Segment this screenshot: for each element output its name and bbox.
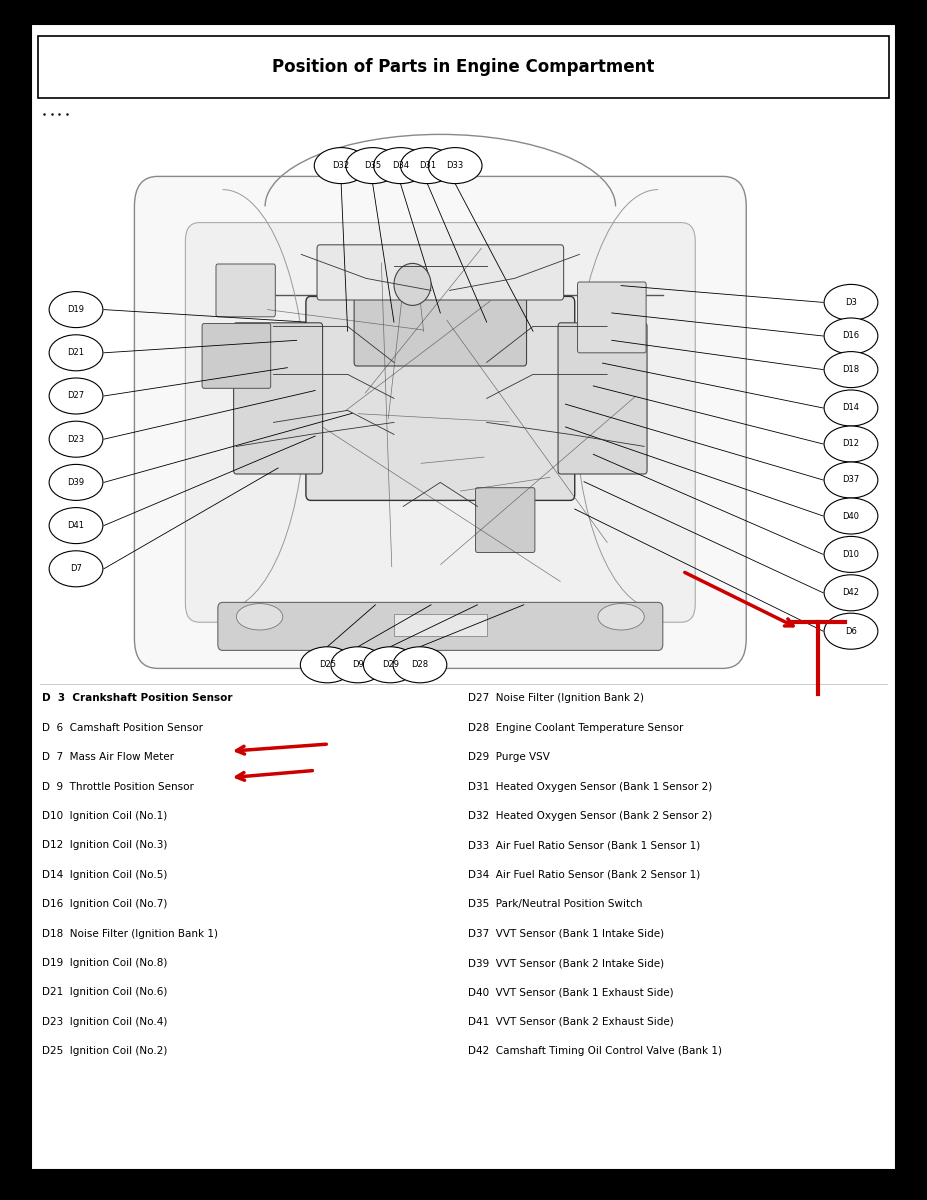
Text: D32: D32 <box>333 161 349 170</box>
Text: D  6  Camshaft Position Sensor: D 6 Camshaft Position Sensor <box>42 722 203 733</box>
FancyBboxPatch shape <box>218 602 663 650</box>
Text: D19: D19 <box>68 305 84 314</box>
Text: D3: D3 <box>845 298 857 307</box>
Text: D27  Noise Filter (Ignition Bank 2): D27 Noise Filter (Ignition Bank 2) <box>468 694 644 703</box>
Text: D33: D33 <box>447 161 464 170</box>
Text: D29  Purge VSV: D29 Purge VSV <box>468 752 550 762</box>
Text: D35: D35 <box>364 161 381 170</box>
Ellipse shape <box>824 462 878 498</box>
Text: D21  Ignition Coil (No.6): D21 Ignition Coil (No.6) <box>42 988 167 997</box>
Text: D16: D16 <box>843 331 859 341</box>
Text: D41  VVT Sensor (Bank 2 Exhaust Side): D41 VVT Sensor (Bank 2 Exhaust Side) <box>468 1016 674 1027</box>
Text: D39  VVT Sensor (Bank 2 Intake Side): D39 VVT Sensor (Bank 2 Intake Side) <box>468 958 665 968</box>
Ellipse shape <box>49 421 103 457</box>
FancyBboxPatch shape <box>476 487 535 552</box>
Text: D18  Noise Filter (Ignition Bank 1): D18 Noise Filter (Ignition Bank 1) <box>42 929 218 938</box>
Text: D29: D29 <box>382 660 399 670</box>
Text: D21: D21 <box>68 348 84 358</box>
Text: D35  Park/Neutral Position Switch: D35 Park/Neutral Position Switch <box>468 899 642 910</box>
Text: D  9  Throttle Position Sensor: D 9 Throttle Position Sensor <box>42 781 194 792</box>
FancyBboxPatch shape <box>578 282 646 353</box>
Text: D31: D31 <box>419 161 436 170</box>
Text: D23  Ignition Coil (No.4): D23 Ignition Coil (No.4) <box>42 1016 167 1027</box>
Ellipse shape <box>824 426 878 462</box>
FancyBboxPatch shape <box>317 245 564 300</box>
Text: D40  VVT Sensor (Bank 1 Exhaust Side): D40 VVT Sensor (Bank 1 Exhaust Side) <box>468 988 674 997</box>
Text: D12  Ignition Coil (No.3): D12 Ignition Coil (No.3) <box>42 840 167 851</box>
Ellipse shape <box>49 335 103 371</box>
Ellipse shape <box>49 508 103 544</box>
Text: D28  Engine Coolant Temperature Sensor: D28 Engine Coolant Temperature Sensor <box>468 722 683 733</box>
Text: D18: D18 <box>843 365 859 374</box>
FancyBboxPatch shape <box>185 223 695 622</box>
Text: D6: D6 <box>845 626 857 636</box>
Text: D25  Ignition Coil (No.2): D25 Ignition Coil (No.2) <box>42 1046 167 1056</box>
Text: D7: D7 <box>70 564 82 574</box>
Text: D32  Heated Oxygen Sensor (Bank 2 Sensor 2): D32 Heated Oxygen Sensor (Bank 2 Sensor … <box>468 811 712 821</box>
Text: D16  Ignition Coil (No.7): D16 Ignition Coil (No.7) <box>42 899 167 910</box>
Ellipse shape <box>400 148 454 184</box>
FancyBboxPatch shape <box>306 296 575 500</box>
Ellipse shape <box>49 551 103 587</box>
Ellipse shape <box>824 613 878 649</box>
Text: D  7  Mass Air Flow Meter: D 7 Mass Air Flow Meter <box>42 752 173 762</box>
Ellipse shape <box>393 647 447 683</box>
FancyBboxPatch shape <box>234 323 323 474</box>
Text: D34  Air Fuel Ratio Sensor (Bank 2 Sensor 1): D34 Air Fuel Ratio Sensor (Bank 2 Sensor… <box>468 870 701 880</box>
FancyBboxPatch shape <box>216 264 275 317</box>
Text: D39: D39 <box>68 478 84 487</box>
Text: D23: D23 <box>68 434 84 444</box>
Text: D42: D42 <box>843 588 859 598</box>
Text: D14  Ignition Coil (No.5): D14 Ignition Coil (No.5) <box>42 870 167 880</box>
Text: D10: D10 <box>843 550 859 559</box>
Text: D9: D9 <box>352 660 363 670</box>
Ellipse shape <box>363 647 417 683</box>
Text: D  3  Crankshaft Position Sensor: D 3 Crankshaft Position Sensor <box>42 694 233 703</box>
FancyBboxPatch shape <box>558 323 647 474</box>
Ellipse shape <box>824 498 878 534</box>
Text: D41: D41 <box>68 521 84 530</box>
Ellipse shape <box>824 352 878 388</box>
Ellipse shape <box>824 575 878 611</box>
Text: D12: D12 <box>843 439 859 449</box>
Text: D28: D28 <box>412 660 428 670</box>
Ellipse shape <box>236 604 283 630</box>
FancyBboxPatch shape <box>38 36 889 98</box>
Text: D14: D14 <box>843 403 859 413</box>
Ellipse shape <box>49 292 103 328</box>
Ellipse shape <box>300 647 354 683</box>
FancyBboxPatch shape <box>202 324 271 389</box>
Text: D19  Ignition Coil (No.8): D19 Ignition Coil (No.8) <box>42 958 167 968</box>
Text: D25: D25 <box>319 660 336 670</box>
Text: D27: D27 <box>68 391 84 401</box>
Text: D31  Heated Oxygen Sensor (Bank 1 Sensor 2): D31 Heated Oxygen Sensor (Bank 1 Sensor … <box>468 781 712 792</box>
Text: D10  Ignition Coil (No.1): D10 Ignition Coil (No.1) <box>42 811 167 821</box>
Text: D34: D34 <box>392 161 409 170</box>
Ellipse shape <box>331 647 385 683</box>
Text: Position of Parts in Engine Compartment: Position of Parts in Engine Compartment <box>273 58 654 77</box>
Ellipse shape <box>49 378 103 414</box>
Text: D37: D37 <box>843 475 859 485</box>
Text: D33  Air Fuel Ratio Sensor (Bank 1 Sensor 1): D33 Air Fuel Ratio Sensor (Bank 1 Sensor… <box>468 840 701 851</box>
Ellipse shape <box>49 464 103 500</box>
Ellipse shape <box>394 263 431 305</box>
Text: D37  VVT Sensor (Bank 1 Intake Side): D37 VVT Sensor (Bank 1 Intake Side) <box>468 929 665 938</box>
FancyBboxPatch shape <box>394 614 487 636</box>
Ellipse shape <box>824 318 878 354</box>
Text: D40: D40 <box>843 511 859 521</box>
Ellipse shape <box>314 148 368 184</box>
Ellipse shape <box>598 604 644 630</box>
Text: D42  Camshaft Timing Oil Control Valve (Bank 1): D42 Camshaft Timing Oil Control Valve (B… <box>468 1046 722 1056</box>
Ellipse shape <box>428 148 482 184</box>
Ellipse shape <box>824 390 878 426</box>
Ellipse shape <box>824 536 878 572</box>
Ellipse shape <box>346 148 400 184</box>
Ellipse shape <box>374 148 427 184</box>
FancyBboxPatch shape <box>354 275 527 366</box>
FancyBboxPatch shape <box>134 176 746 668</box>
Ellipse shape <box>824 284 878 320</box>
FancyBboxPatch shape <box>31 24 896 1170</box>
